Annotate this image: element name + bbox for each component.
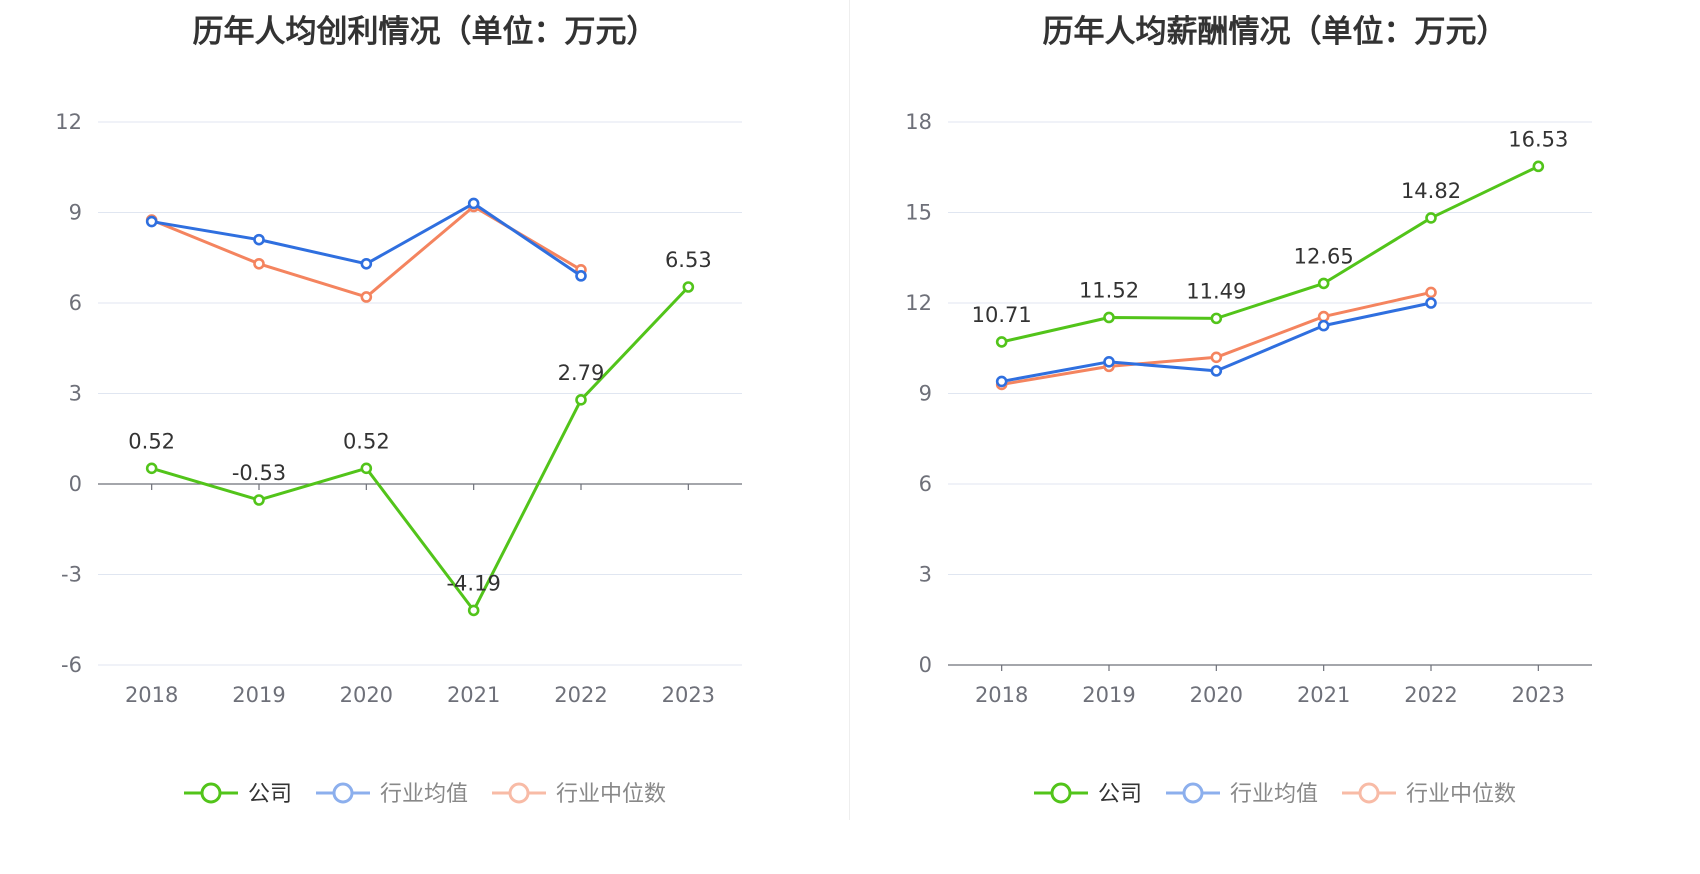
data-label: 16.53 — [1508, 127, 1568, 151]
y-tick-label: -6 — [61, 653, 82, 677]
legend-label: 行业中位数 — [556, 782, 666, 807]
y-tick-label: 0 — [69, 472, 82, 496]
legend-item — [1034, 782, 1088, 804]
data-point — [1317, 319, 1330, 332]
y-tick-label: 6 — [919, 472, 932, 496]
data-label: 2.79 — [558, 361, 605, 385]
x-tick-label: 2018 — [125, 683, 178, 707]
y-tick-label: 6 — [69, 291, 82, 315]
y-tick-label: 3 — [69, 382, 82, 406]
data-label: -4.19 — [446, 571, 500, 595]
legend-marker — [1182, 782, 1204, 804]
data-point — [1103, 311, 1115, 324]
data-label: 0.52 — [343, 429, 390, 453]
data-point — [253, 257, 265, 270]
legend-item — [492, 782, 546, 804]
x-tick-label: 2023 — [1512, 683, 1565, 707]
data-point — [1210, 351, 1223, 364]
x-tick-label: 2020 — [340, 683, 393, 707]
legend-marker — [332, 782, 354, 804]
legend-marker — [1358, 782, 1380, 804]
chart-title: 历年人均创利情况（单位：万元） — [192, 14, 658, 50]
x-tick-label: 2023 — [662, 683, 715, 707]
series-line — [151, 285, 690, 612]
data-point — [1532, 160, 1545, 173]
data-point — [145, 462, 158, 475]
y-tick-label: 15 — [905, 201, 932, 225]
salary-per-capita-panel: 历年人均薪酬情况（单位：万元） 18 15 12 9 6 3 0 2018 2019 2020 20… — [850, 0, 1700, 874]
series-line — [151, 204, 582, 299]
y-tick-label: 12 — [55, 110, 82, 134]
panel-divider — [849, 0, 850, 820]
x-tick-label: 2021 — [447, 683, 500, 707]
salary-per-capita-chart: 18 15 12 9 6 3 0 2018 2019 2020 2021 2022 2023 10.71 1… — [905, 110, 1592, 807]
data-point — [360, 257, 373, 270]
legend-label: 公司 — [248, 782, 292, 807]
data-point — [1425, 286, 1437, 299]
data-point — [360, 291, 373, 303]
x-tick-label: 2022 — [554, 683, 607, 707]
data-point — [145, 215, 158, 228]
x-tick-label: 2019 — [232, 683, 285, 707]
profit-per-capita-chart: 12 9 6 3 0 -3 -6 2018 2019 2020 2021 2022 2023 0.52 -0… — [55, 110, 742, 807]
legend-label: 行业均值 — [1230, 782, 1318, 807]
y-tick-label: 3 — [919, 563, 932, 587]
data-point — [253, 233, 265, 246]
data-label: 0.52 — [128, 429, 175, 453]
y-tick-label: 0 — [919, 653, 932, 677]
y-tick-label: 18 — [905, 110, 932, 134]
data-point — [253, 494, 265, 506]
data-label: 10.71 — [972, 303, 1032, 327]
data-label: 12.65 — [1294, 244, 1354, 268]
data-point — [575, 394, 587, 406]
legend-label: 公司 — [1098, 782, 1142, 807]
x-tick-label: 2020 — [1190, 683, 1243, 707]
data-label: 6.53 — [665, 248, 712, 272]
data-point — [467, 604, 480, 617]
series-line — [1001, 164, 1539, 344]
data-label: 11.49 — [1186, 279, 1246, 303]
legend-label: 行业中位数 — [1406, 782, 1516, 807]
legend-item — [1166, 782, 1220, 804]
y-tick-label: -3 — [61, 563, 82, 587]
profit-per-capita-panel: 历年人均创利情况（单位：万元） 12 9 6 3 0 -3 -6 2018 2019 2020 20… — [55, 14, 742, 807]
data-point — [1210, 365, 1223, 377]
data-point — [1317, 277, 1330, 290]
data-point — [1425, 297, 1437, 309]
legend-item — [184, 782, 238, 804]
data-point — [995, 336, 1008, 348]
y-tick-label: 9 — [69, 201, 82, 225]
data-point — [682, 281, 695, 293]
x-tick-label: 2021 — [1297, 683, 1350, 707]
x-tick-label: 2019 — [1082, 683, 1135, 707]
legend-marker — [508, 782, 530, 804]
data-point — [1425, 212, 1437, 224]
y-tick-label: 9 — [919, 382, 932, 406]
data-point — [1103, 356, 1115, 368]
data-label: 11.52 — [1079, 278, 1139, 302]
data-point — [995, 375, 1008, 388]
data-label: -0.53 — [232, 461, 286, 485]
x-tick-label: 2018 — [975, 683, 1028, 707]
legend-item — [316, 782, 370, 804]
legend-marker — [1050, 782, 1072, 804]
data-point — [467, 197, 480, 210]
data-point — [1317, 310, 1330, 323]
legend-label: 行业均值 — [380, 782, 468, 807]
data-point — [1210, 312, 1223, 325]
data-label: 14.82 — [1401, 179, 1461, 203]
data-point — [575, 270, 587, 282]
x-tick-label: 2022 — [1404, 683, 1457, 707]
legend-marker — [200, 782, 222, 804]
data-point — [360, 462, 373, 475]
y-tick-label: 12 — [905, 291, 932, 315]
chart-title: 历年人均薪酬情况（单位：万元） — [1042, 14, 1508, 50]
legend-item — [1342, 782, 1396, 804]
